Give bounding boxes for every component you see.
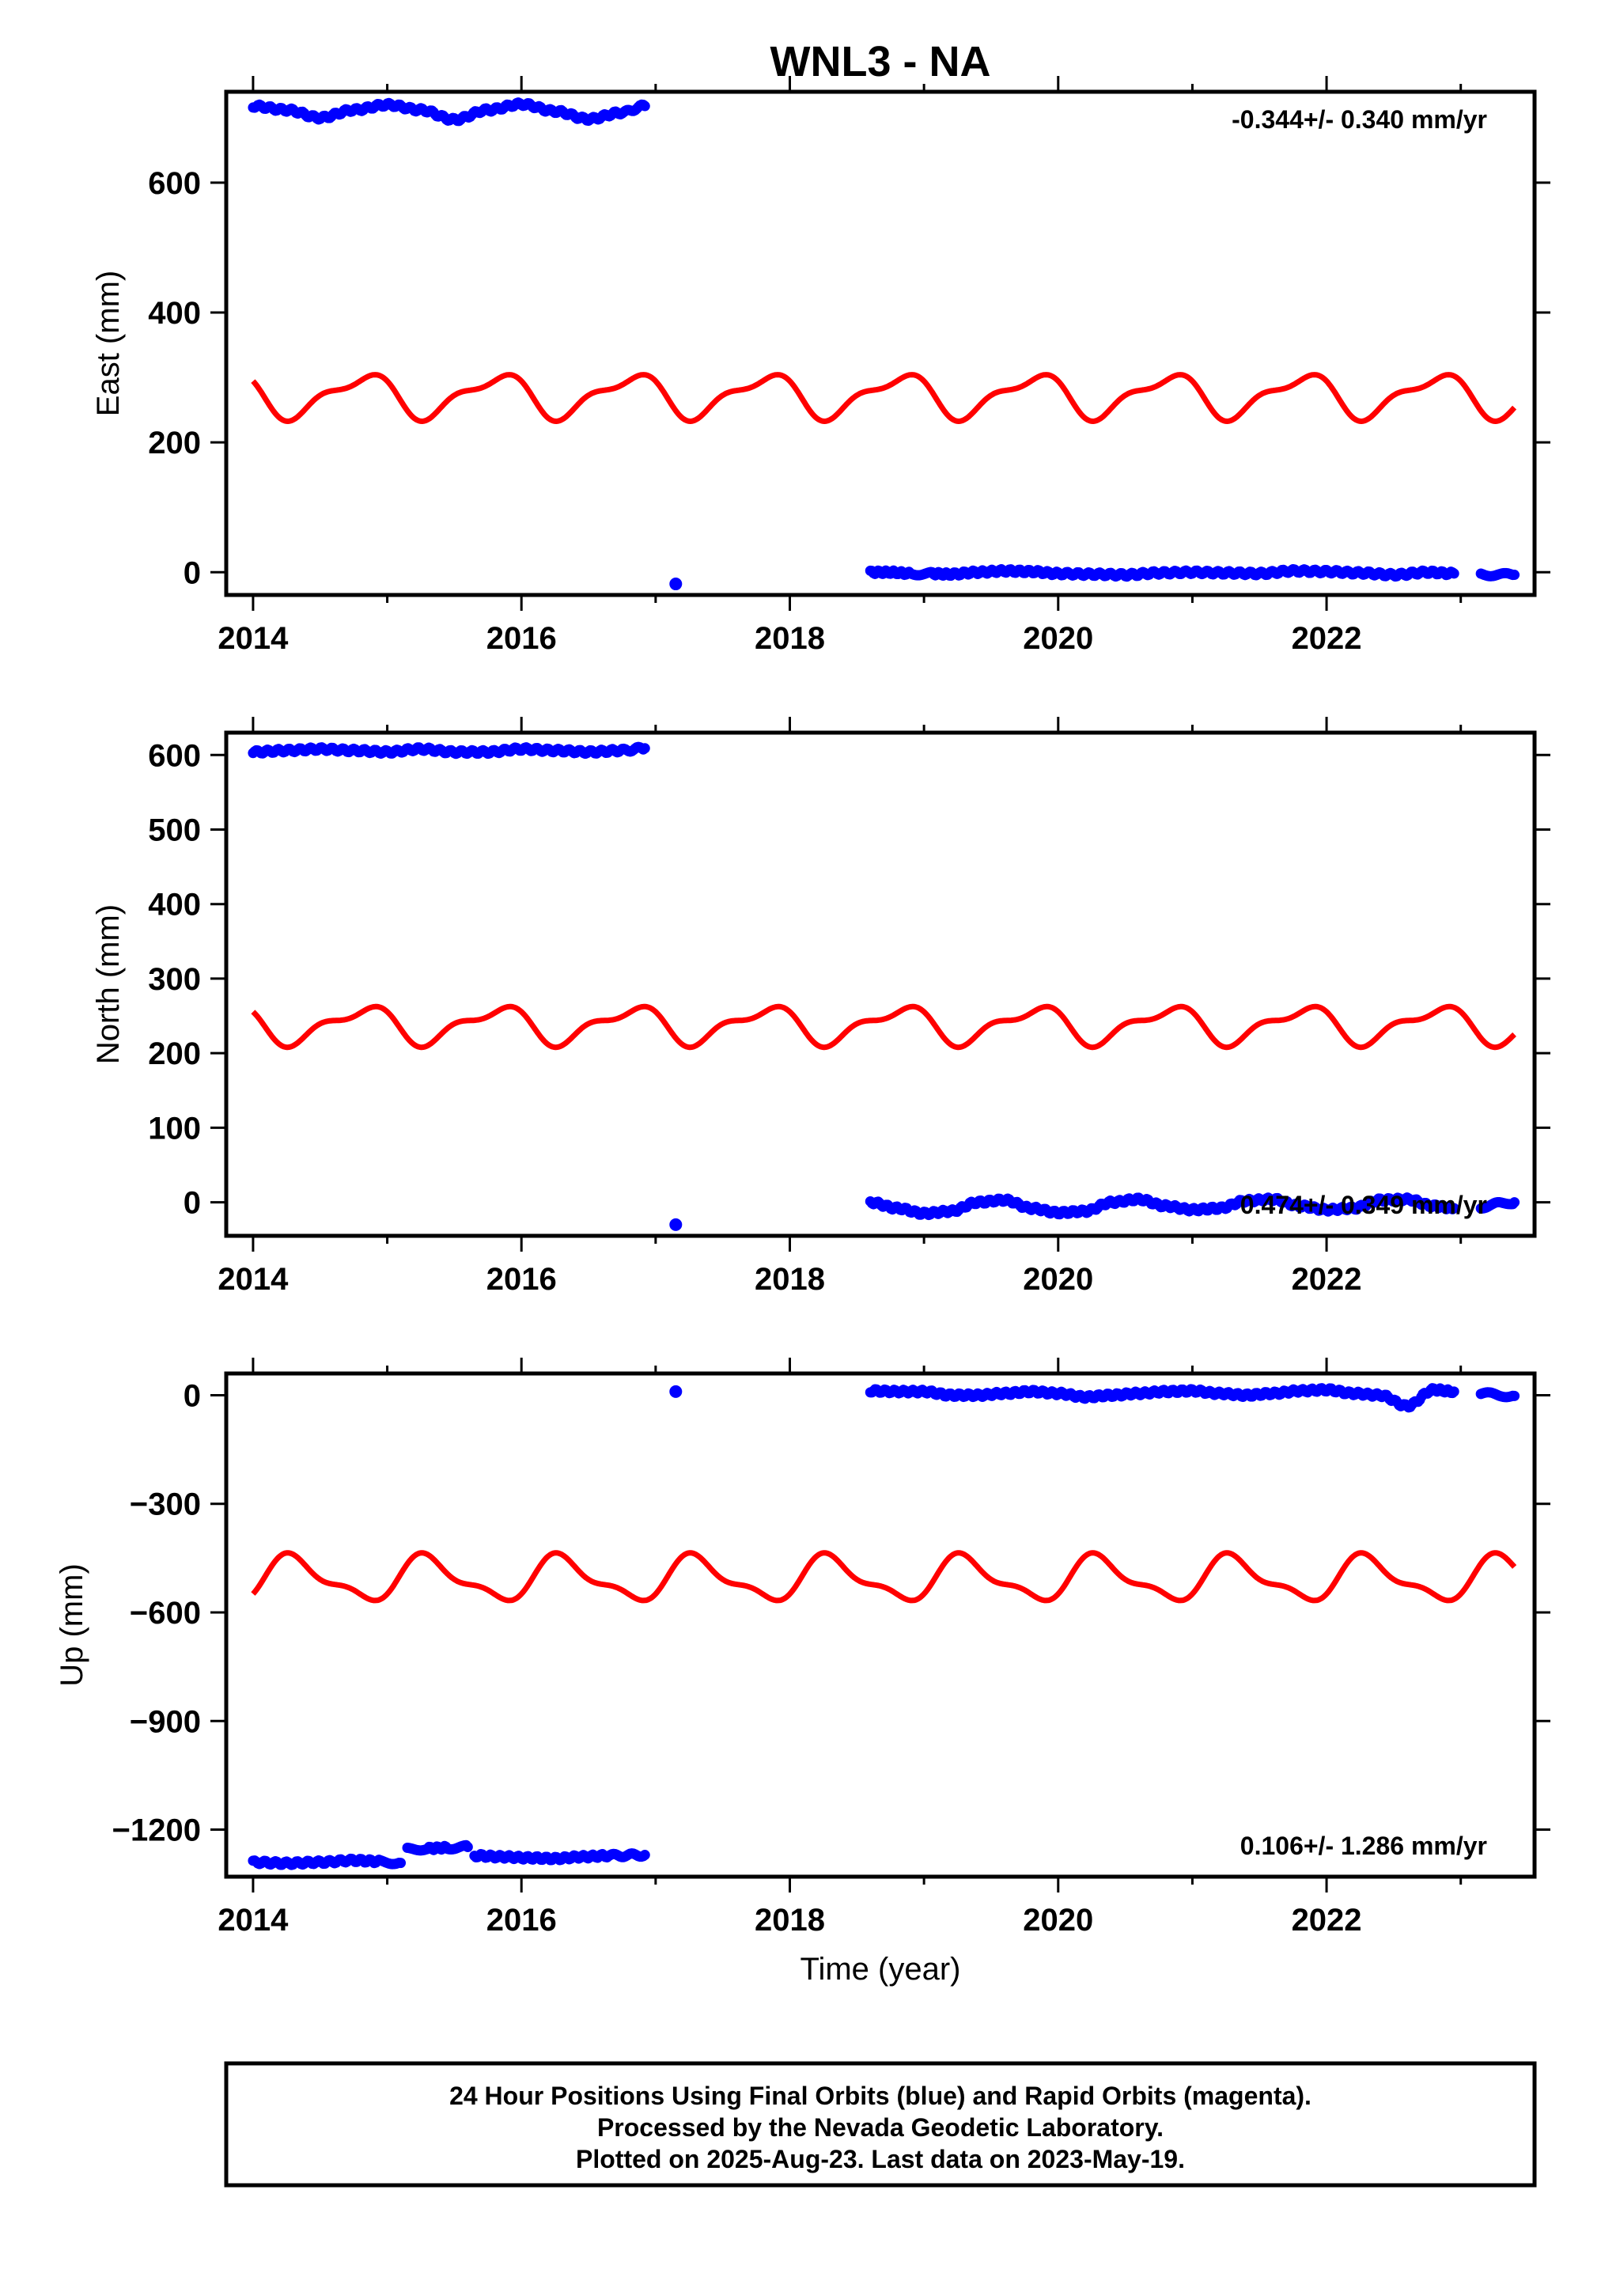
north-data-point xyxy=(669,1218,683,1231)
figure-title: WNL3 - NA xyxy=(770,38,991,85)
east-data-point xyxy=(1509,570,1520,581)
north-x-tick-label: 2020 xyxy=(1023,1262,1093,1297)
up-final-orbit-series xyxy=(248,1383,1520,1870)
up-data-point xyxy=(669,1385,683,1398)
north-x-tick-label: 2018 xyxy=(755,1262,825,1297)
up-x-tick-label: 2020 xyxy=(1023,1903,1093,1938)
up-plot-area xyxy=(248,1383,1520,1870)
up-y-tick-label: 0 xyxy=(184,1378,201,1413)
north-panel: 2014 2016 2018 2020 2022 0 100 200 300 400 500 600 N… xyxy=(91,717,1550,1297)
up-x-tick-label: 2018 xyxy=(755,1903,825,1938)
up-y-tick-label: −300 xyxy=(130,1487,201,1522)
up-data-point xyxy=(396,1858,407,1869)
east-axes-frame xyxy=(224,89,1537,597)
north-axes-frame xyxy=(224,730,1537,1238)
north-y-tick-label: 400 xyxy=(148,888,201,923)
east-data-point xyxy=(639,100,650,112)
east-x-tick-label: 2022 xyxy=(1292,621,1362,656)
north-y-tick-label: 300 xyxy=(148,962,201,997)
up-data-point xyxy=(1509,1390,1520,1401)
north-y-tick-label: 100 xyxy=(148,1111,201,1146)
up-data-point xyxy=(1448,1386,1459,1397)
up-y-tick-label: −900 xyxy=(130,1704,201,1739)
east-data-point xyxy=(669,578,683,591)
north-data-point xyxy=(639,743,650,754)
north-x-tick-label: 2014 xyxy=(218,1262,289,1297)
north-final-orbit-series xyxy=(248,741,1520,1231)
footer-line-1: 24 Hour Positions Using Final Orbits (bl… xyxy=(449,2082,1311,2110)
up-panel: 2014 2016 2018 2020 2022 −1200 −900 −600 −300 0 Up… xyxy=(55,1358,1550,1987)
east-rate-annotation: -0.344+/- 0.340 mm/yr xyxy=(1232,105,1487,134)
footer-box: 24 Hour Positions Using Final Orbits (bl… xyxy=(224,2061,1537,2188)
north-data-point xyxy=(1509,1197,1520,1208)
north-y-tick-label: 500 xyxy=(148,813,201,847)
east-plot-area xyxy=(248,97,1520,591)
north-plot-area xyxy=(248,741,1520,1231)
up-data-point xyxy=(639,1850,650,1861)
up-x-tick-label: 2014 xyxy=(218,1903,289,1938)
north-x-tick-label: 2022 xyxy=(1292,1262,1362,1297)
up-rate-annotation: 0.106+/- 1.286 mm/yr xyxy=(1240,1832,1487,1860)
up-x-tick-label: 2016 xyxy=(486,1903,557,1938)
up-x-tick-label: 2022 xyxy=(1292,1903,1362,1938)
up-y-axis-label: Up (mm) xyxy=(55,1563,89,1687)
north-rate-annotation: 0.474+/- 0.349 mm/yr xyxy=(1240,1191,1487,1219)
east-data-point xyxy=(1448,568,1459,579)
east-x-tick-label: 2016 xyxy=(486,621,557,656)
up-y-tick-label: −600 xyxy=(130,1596,201,1631)
up-model-fit-line xyxy=(251,1550,1517,1604)
north-y-tick-label: 0 xyxy=(184,1186,201,1221)
up-x-axis-label: Time (year) xyxy=(800,1952,961,1987)
east-y-axis-label: East (mm) xyxy=(91,271,126,416)
north-data-point xyxy=(1448,1203,1459,1214)
east-final-orbit-series xyxy=(248,97,1520,591)
footer-line-2: Processed by the Nevada Geodetic Laborat… xyxy=(597,2113,1164,2142)
up-y-tick-label: −1200 xyxy=(112,1813,201,1848)
north-y-tick-label: 600 xyxy=(148,738,201,773)
east-y-tick-label: 400 xyxy=(148,296,201,331)
east-y-tick-label: 600 xyxy=(148,166,201,201)
north-y-tick-label: 200 xyxy=(148,1036,201,1071)
footer-frame xyxy=(224,2061,1537,2188)
east-model-fit-line xyxy=(251,372,1517,424)
east-x-tick-label: 2014 xyxy=(218,621,289,656)
up-axes-frame xyxy=(224,1371,1537,1879)
east-y-tick-label: 200 xyxy=(148,426,201,460)
up-data-point xyxy=(462,1841,473,1852)
north-y-axis-label: North (mm) xyxy=(91,904,126,1064)
east-y-tick-label: 0 xyxy=(184,555,201,590)
east-x-tick-label: 2018 xyxy=(755,621,825,656)
footer-line-3: Plotted on 2025-Aug-23. Last data on 202… xyxy=(576,2145,1185,2173)
north-x-tick-label: 2016 xyxy=(486,1262,557,1297)
north-model-fit-line xyxy=(251,1003,1516,1051)
east-x-tick-label: 2020 xyxy=(1023,621,1093,656)
east-panel: 2014 2016 2018 2020 2022 0 200 400 600 East (mm) -… xyxy=(91,76,1550,656)
